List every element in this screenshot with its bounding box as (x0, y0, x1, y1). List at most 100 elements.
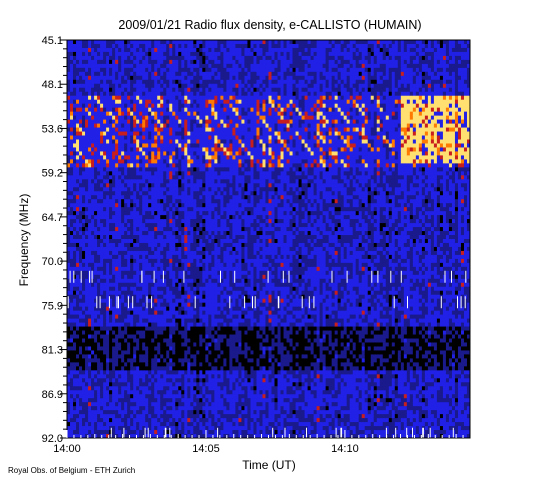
heatmap-cell (193, 266, 197, 272)
heatmap-cell (184, 330, 188, 335)
heatmap-cell (76, 318, 80, 323)
heatmap-cell (73, 398, 77, 403)
heatmap-cell (211, 183, 215, 188)
heatmap-cell (202, 390, 206, 395)
heatmap-cell (211, 350, 215, 355)
heatmap-cell (142, 219, 146, 224)
heatmap-cell (184, 242, 188, 248)
heatmap-cell (133, 258, 137, 264)
heatmap-cell (178, 43, 182, 49)
heatmap-cell (100, 250, 104, 256)
heatmap-cell (124, 131, 128, 136)
heatmap-cell (91, 43, 95, 49)
heatmap-cell (163, 151, 167, 156)
heatmap-cell (67, 246, 71, 252)
heatmap-cell (79, 366, 83, 371)
heatmap-cell (208, 242, 212, 248)
heatmap-cell (166, 183, 170, 188)
heatmap-cell (70, 374, 74, 379)
heatmap-cell (151, 123, 155, 128)
heatmap-cell (67, 123, 71, 128)
heatmap-cell (178, 422, 182, 427)
heatmap-cell (175, 406, 179, 411)
heatmap-cell (124, 67, 128, 73)
heatmap-cell (103, 310, 107, 316)
heatmap-cell (139, 159, 143, 164)
heatmap-cell (136, 334, 140, 339)
heatmap-cell (103, 302, 107, 308)
heatmap-cell (160, 183, 164, 188)
heatmap-cell (190, 242, 194, 248)
heatmap-cell (127, 394, 131, 399)
heatmap-cell (178, 103, 182, 109)
heatmap-cell (154, 378, 158, 383)
heatmap-cell (214, 338, 218, 343)
heatmap-cell (214, 223, 218, 228)
heatmap-cell (196, 366, 200, 371)
heatmap-cell (82, 215, 86, 220)
heatmap-cell (115, 43, 119, 49)
heatmap-cell (196, 115, 200, 120)
heatmap-cell (106, 231, 110, 236)
heatmap-cell (115, 310, 119, 316)
heatmap-cell (142, 282, 146, 288)
heatmap-cell (175, 163, 179, 168)
heatmap-cell (136, 302, 140, 308)
heatmap-cell (94, 79, 98, 85)
heatmap-cell (118, 151, 122, 156)
heatmap-cell (199, 187, 203, 192)
heatmap-cell (121, 426, 125, 431)
heatmap-cell (100, 83, 104, 89)
heatmap-cell (97, 147, 101, 152)
heatmap-cell (79, 191, 83, 196)
heatmap-cell (76, 398, 80, 403)
heatmap-cell (187, 382, 191, 387)
heatmap-cell (82, 386, 86, 391)
heatmap-cell (172, 342, 176, 347)
heatmap-cell (100, 219, 104, 224)
heatmap-cell (175, 215, 179, 220)
heatmap-cell (85, 159, 89, 164)
heatmap-cell (145, 40, 149, 45)
heatmap-cell (160, 398, 164, 403)
heatmap-cell (169, 354, 173, 359)
heatmap-cell (106, 366, 110, 371)
heatmap-cell (136, 278, 140, 284)
heatmap-cell (94, 322, 98, 327)
heatmap-cell (91, 318, 95, 323)
heatmap-cell (187, 59, 191, 65)
heatmap-cell (148, 203, 152, 208)
heatmap-cell (73, 254, 77, 260)
heatmap-cell (208, 358, 212, 363)
heatmap-cell (124, 266, 128, 272)
heatmap-cell (127, 171, 131, 176)
heatmap-cell (166, 286, 170, 292)
heatmap-cell (157, 155, 161, 160)
heatmap-cell (94, 298, 98, 304)
heatmap-cell (196, 266, 200, 272)
heatmap-cell (91, 286, 95, 292)
heatmap-cell (106, 414, 110, 419)
heatmap-cell (196, 127, 200, 132)
heatmap-cell (133, 171, 137, 176)
heatmap-cell (178, 179, 182, 184)
heatmap-cell (160, 43, 164, 49)
heatmap-cell (142, 111, 146, 117)
heatmap-cell (184, 167, 188, 172)
heatmap-cell (133, 246, 137, 252)
heatmap-cell (184, 239, 188, 244)
heatmap-cell (211, 326, 215, 331)
heatmap-cell (199, 318, 203, 323)
heatmap-cell (181, 430, 185, 435)
heatmap-cell (82, 402, 86, 407)
heatmap-cell (214, 370, 218, 375)
heatmap-cell (67, 131, 71, 136)
heatmap-cell (106, 119, 110, 124)
heatmap-cell (163, 155, 167, 160)
heatmap-cell (166, 302, 170, 308)
heatmap-cell (187, 358, 191, 363)
heatmap-cell (199, 75, 203, 81)
heatmap-cell (142, 302, 146, 308)
heatmap-cell (214, 219, 218, 224)
heatmap-cell (103, 318, 107, 323)
